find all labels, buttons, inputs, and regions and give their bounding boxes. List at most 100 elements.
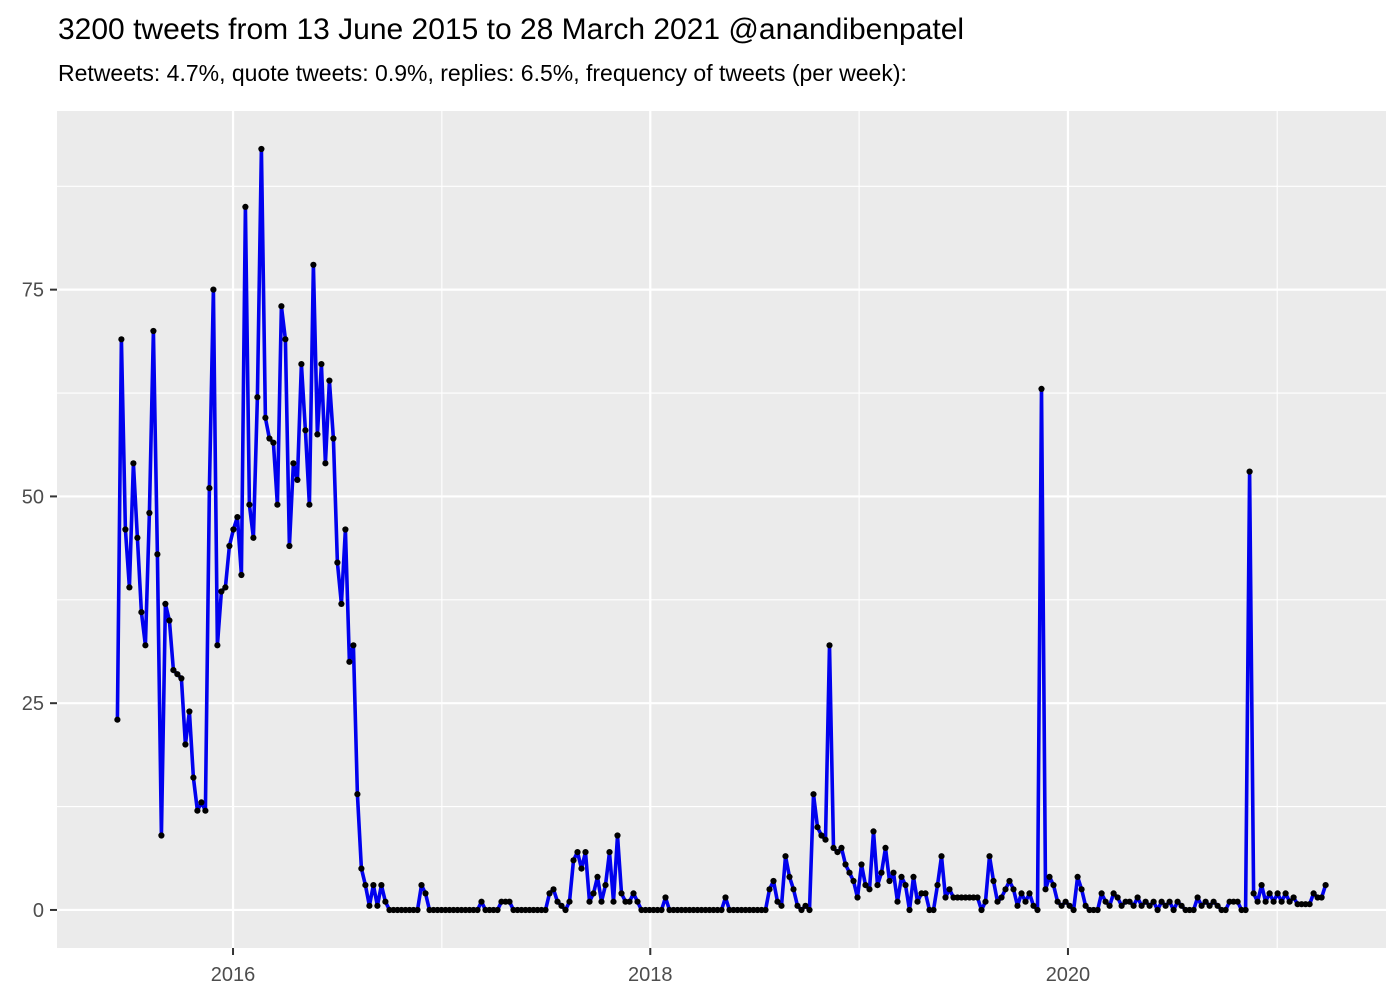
data-point	[1062, 898, 1069, 905]
data-point	[1042, 886, 1049, 893]
data-point	[770, 877, 777, 885]
data-point	[842, 861, 849, 868]
data-point	[922, 890, 929, 897]
data-point	[302, 427, 309, 434]
data-point	[190, 774, 197, 781]
data-point	[154, 551, 161, 558]
data-point	[782, 853, 789, 860]
data-point	[790, 886, 797, 893]
data-point	[946, 886, 953, 893]
data-point	[606, 849, 613, 856]
data-point	[814, 824, 821, 831]
data-point	[230, 526, 237, 533]
data-point	[798, 906, 805, 914]
data-point	[930, 906, 937, 914]
data-point	[330, 435, 337, 442]
data-point	[138, 609, 145, 616]
data-point	[1126, 898, 1133, 905]
data-point	[126, 584, 133, 591]
data-point	[278, 303, 285, 310]
data-point	[1322, 882, 1329, 889]
data-point	[614, 832, 621, 839]
data-point	[878, 869, 885, 876]
data-point	[346, 658, 353, 665]
data-point	[566, 898, 573, 905]
data-point	[1030, 902, 1037, 909]
data-point	[906, 906, 913, 914]
data-point	[1278, 898, 1285, 905]
data-point	[1254, 898, 1261, 905]
data-point	[586, 898, 593, 905]
data-point	[858, 861, 865, 868]
data-point	[874, 882, 881, 889]
data-point	[890, 869, 897, 876]
data-point	[1290, 894, 1297, 901]
data-point	[882, 844, 889, 852]
data-point	[662, 894, 669, 901]
data-point	[350, 642, 357, 649]
data-point	[1054, 898, 1061, 905]
data-point	[594, 873, 601, 881]
data-point	[1102, 898, 1109, 905]
data-point	[1310, 890, 1317, 897]
data-point	[582, 849, 589, 856]
data-point	[802, 902, 809, 909]
data-point	[610, 898, 617, 905]
data-point	[722, 894, 729, 901]
data-point	[266, 435, 273, 442]
data-point	[658, 906, 665, 914]
data-point	[262, 414, 269, 421]
data-point	[938, 853, 945, 860]
data-point	[822, 836, 829, 843]
data-point	[310, 261, 317, 268]
data-point	[198, 799, 205, 806]
data-point	[274, 501, 281, 508]
data-point	[362, 882, 369, 889]
y-axis-label: 75	[22, 280, 44, 302]
data-point	[554, 898, 561, 905]
data-point	[558, 902, 565, 909]
data-point	[1258, 882, 1265, 889]
data-point	[1058, 902, 1065, 909]
data-point	[322, 460, 329, 467]
data-point	[1014, 902, 1021, 909]
data-point	[1142, 898, 1149, 905]
data-point	[366, 902, 373, 909]
data-point	[134, 534, 141, 541]
data-point	[210, 286, 217, 293]
data-point	[358, 865, 365, 872]
data-point	[1202, 898, 1209, 905]
data-point	[1198, 902, 1205, 909]
data-point	[338, 600, 345, 608]
data-point	[718, 906, 725, 914]
data-point	[202, 807, 209, 814]
data-point	[1134, 894, 1141, 901]
data-point	[626, 898, 633, 905]
data-point	[370, 882, 377, 889]
data-point	[1078, 886, 1085, 893]
data-point	[598, 898, 605, 905]
data-point	[146, 509, 153, 517]
data-point	[1266, 890, 1273, 897]
data-point	[1190, 906, 1197, 914]
data-point	[934, 882, 941, 889]
data-point	[1074, 873, 1081, 881]
data-point	[206, 485, 213, 492]
data-point	[286, 542, 293, 550]
data-point	[778, 902, 785, 909]
y-axis-label: 0	[33, 900, 44, 922]
data-point	[910, 873, 917, 881]
data-point	[1174, 898, 1181, 905]
data-point	[854, 894, 861, 901]
data-point	[1166, 898, 1173, 905]
data-point	[634, 898, 641, 905]
data-point	[414, 906, 421, 914]
data-point	[122, 526, 129, 533]
data-point	[1010, 886, 1017, 893]
x-axis-label: 2016	[211, 964, 256, 986]
data-point	[170, 667, 177, 674]
data-point	[178, 675, 185, 682]
data-point	[978, 906, 985, 914]
data-point	[318, 361, 325, 368]
